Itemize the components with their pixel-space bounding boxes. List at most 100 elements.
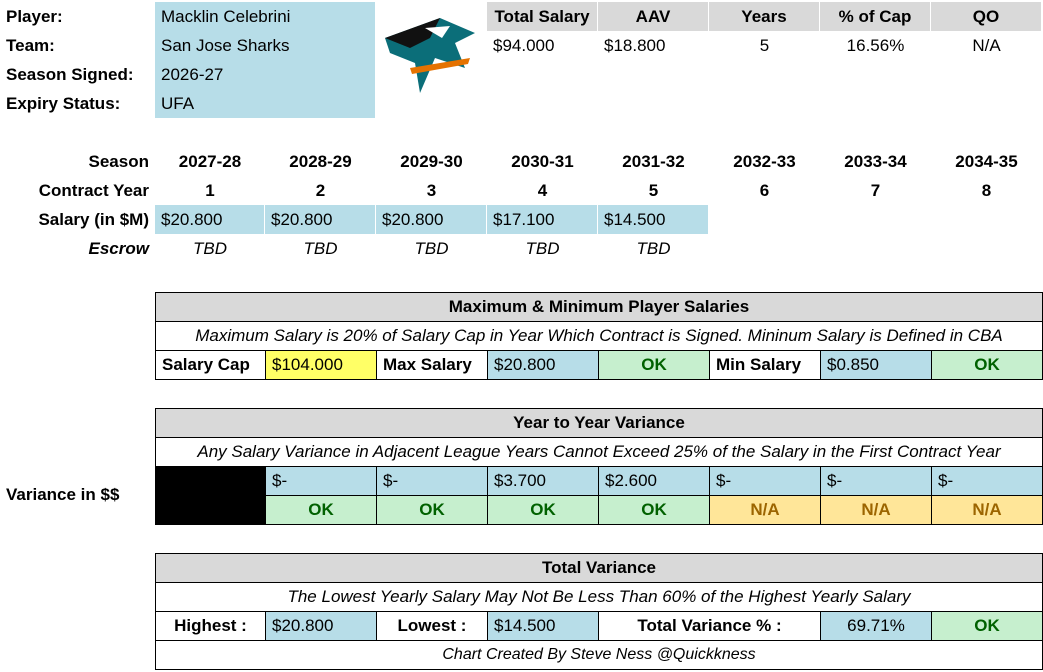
currency: $ (605, 471, 615, 490)
label: Salary Cap (155, 350, 266, 380)
currency: $ (493, 209, 503, 229)
currency: $ (494, 355, 504, 374)
row-label: Variance in $$ (6, 485, 120, 504)
summary-header: QO (931, 2, 1041, 31)
status: OK (931, 350, 1043, 380)
variance: $3.700 (487, 466, 599, 496)
season: 2033-34 (844, 151, 907, 171)
salary: $20.800 (376, 205, 486, 234)
salary: $14.500 (598, 205, 708, 234)
section-note: Maximum Salary is 20% of Salary Cap in Y… (155, 321, 1043, 351)
currency: $ (272, 471, 282, 490)
contract-year: 4 (537, 180, 548, 200)
amount: 2.600 (614, 471, 658, 490)
label: Total Variance % : (598, 611, 821, 641)
status: N/A (820, 495, 932, 525)
escrow: TBD (414, 238, 449, 258)
team-logo (385, 18, 475, 93)
info-value: San Jose Sharks (155, 31, 375, 60)
section-note: Any Salary Variance in Adjacent League Y… (155, 437, 1043, 467)
season: 2031-32 (622, 151, 685, 171)
section-title: Maximum & Minimum Player Salaries (155, 292, 1043, 322)
escrow: TBD (636, 238, 671, 258)
variance: $2.600 (598, 466, 710, 496)
currency: $ (272, 616, 282, 635)
currency: $ (827, 355, 837, 374)
currency: $ (493, 35, 503, 55)
status: N/A (931, 495, 1043, 525)
label: Highest : (155, 611, 266, 641)
contract-year: 1 (205, 180, 215, 200)
min-salary: $0.850 (820, 350, 932, 380)
label: Max Salary (376, 350, 488, 380)
currency: $ (382, 209, 392, 229)
years: 5 (759, 35, 770, 55)
amount: 94.000 (502, 35, 555, 55)
status: OK (931, 611, 1043, 641)
row-label: Contract Year (38, 180, 149, 200)
amount: 18.800 (613, 35, 666, 55)
row-label: Salary (in $M) (38, 209, 149, 229)
season: 2028-29 (289, 151, 352, 171)
amount: - (392, 471, 399, 490)
blocked-cell (155, 466, 266, 525)
contract-year: 2 (315, 180, 326, 200)
pct-of-cap: 16.56% (846, 35, 905, 55)
highest: $20.800 (265, 611, 377, 641)
status: OK (598, 495, 710, 525)
amount: 14.500 (503, 616, 556, 635)
credit: Chart Created By Steve Ness @Quickkness (155, 640, 1043, 670)
summary-header: Total Salary (487, 2, 597, 31)
currency: $ (161, 209, 171, 229)
summary-header: AAV (598, 2, 708, 31)
amount: 14.500 (613, 209, 666, 229)
lowest: $14.500 (487, 611, 599, 641)
season: 2027-28 (178, 151, 242, 171)
variance: $ - (376, 466, 488, 496)
contract-year: 8 (981, 180, 992, 200)
season: 2032-33 (733, 151, 796, 171)
amount: 20.800 (280, 209, 333, 229)
info-label: Player: (6, 6, 63, 26)
escrow: TBD (193, 238, 227, 258)
currency: $ (604, 35, 614, 55)
aav: $18.800 (598, 31, 709, 60)
amount: 0.850 (836, 355, 880, 374)
info-label: Team: (6, 35, 55, 55)
salary: $20.800 (155, 205, 264, 234)
info-value: 2026-27 (155, 60, 375, 89)
variance: $ - (265, 466, 377, 496)
amount: - (947, 471, 954, 490)
escrow: TBD (525, 238, 560, 258)
contract-year: 6 (759, 180, 770, 200)
amount: 104.000 (281, 355, 343, 374)
section-note: The Lowest Yearly Salary May Not Be Less… (155, 582, 1043, 612)
section-title: Year to Year Variance (155, 408, 1043, 438)
amount: 20.800 (170, 209, 223, 229)
label: Min Salary (709, 350, 821, 380)
summary-header: Years (709, 2, 819, 31)
row-label: Season (88, 151, 149, 171)
currency: $ (272, 355, 282, 374)
total-variance-pct: 69.71% (820, 611, 932, 641)
qo: N/A (972, 35, 1001, 55)
amount: 20.800 (503, 355, 556, 374)
contract-year: 7 (870, 180, 881, 200)
contract-year: 3 (426, 180, 437, 200)
info-label: Season Signed: (6, 64, 134, 84)
variance: $ - (709, 466, 821, 496)
currency: $ (494, 471, 504, 490)
currency: $ (827, 471, 837, 490)
info-value: Macklin Celebrini (155, 2, 375, 31)
max-salary: $20.800 (487, 350, 599, 380)
currency: $ (494, 616, 504, 635)
total-salary: $94.000 (487, 31, 598, 60)
escrow: TBD (303, 238, 338, 258)
amount: 20.800 (281, 616, 334, 635)
season: 2029-30 (400, 151, 463, 171)
info-value: UFA (155, 89, 375, 118)
variance: $ - (820, 466, 932, 496)
season: 2034-35 (955, 151, 1018, 171)
status: OK (487, 495, 599, 525)
